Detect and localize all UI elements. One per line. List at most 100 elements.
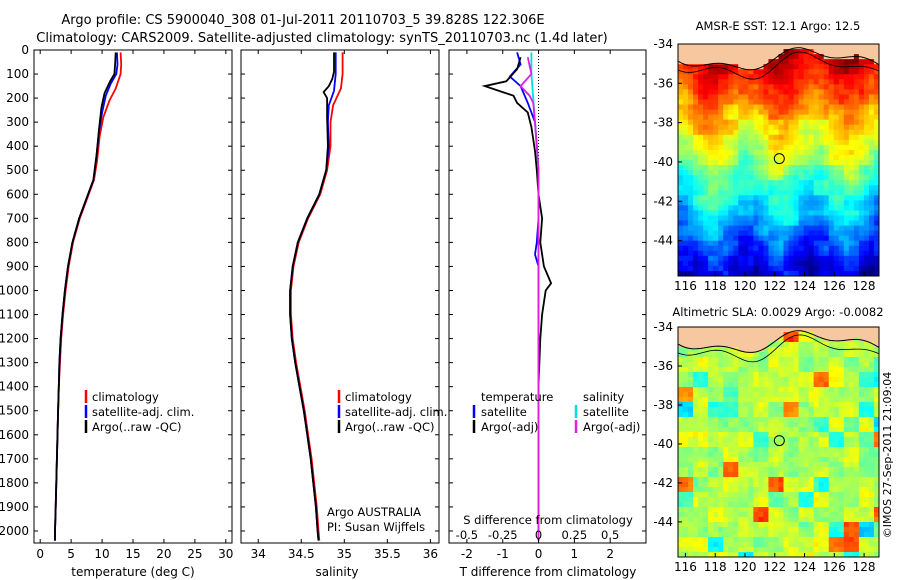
heatmap-cell	[813, 265, 820, 272]
heatmap-cell	[868, 382, 875, 388]
heatmap-cell	[708, 195, 714, 201]
heatmap-cell	[728, 79, 734, 85]
heatmap-cell	[858, 477, 865, 483]
heatmap-cell	[798, 185, 805, 191]
heatmap-cell	[858, 84, 865, 90]
heatmap-cell	[688, 200, 694, 206]
heatmap-cell	[808, 265, 815, 272]
heatmap-cell	[748, 270, 754, 276]
heatmap-cell	[803, 124, 810, 131]
heatmap-cell	[763, 492, 770, 498]
heatmap-cell	[688, 422, 694, 428]
heatmap-cell	[843, 397, 850, 403]
heatmap-cell	[758, 165, 765, 171]
heatmap-cell	[693, 427, 699, 433]
heatmap-cell	[783, 392, 790, 398]
heatmap-cell	[788, 497, 795, 503]
heatmap-cell	[808, 332, 815, 338]
heatmap-cell	[688, 144, 694, 151]
heatmap-cell	[833, 372, 840, 378]
heatmap-cell	[838, 487, 845, 493]
heatmap-cell	[848, 457, 855, 463]
heatmap-cell	[848, 215, 855, 222]
t-difference-label: T difference from climatology	[459, 565, 637, 579]
heatmap-cell	[768, 119, 775, 126]
heatmap-cell	[778, 109, 785, 116]
heatmap-cell	[703, 265, 709, 272]
heatmap-cell	[838, 114, 845, 121]
heatmap-cell	[748, 89, 754, 96]
heatmap-cell	[738, 74, 744, 80]
heatmap-cell	[833, 230, 840, 237]
heatmap-cell	[703, 94, 709, 101]
heatmap-cell	[838, 165, 845, 171]
heatmap-cell	[823, 377, 830, 383]
heatmap-cell	[678, 255, 684, 262]
heatmap-cell	[788, 89, 795, 96]
heatmap-cell	[708, 437, 714, 443]
heatmap-cell	[823, 382, 830, 388]
heatmap-cell	[788, 462, 795, 468]
legend-label-argo: Argo(..raw -QC)	[92, 420, 182, 434]
heatmap-cell	[738, 417, 744, 423]
heatmap-cell	[753, 522, 760, 528]
heatmap-cell	[808, 337, 815, 343]
heatmap-cell	[823, 265, 830, 272]
heatmap-cell	[768, 250, 775, 257]
heatmap-cell	[783, 537, 790, 543]
heatmap-cell	[683, 94, 689, 101]
heatmap-cell	[733, 537, 739, 543]
heatmap-cell	[823, 69, 830, 75]
heatmap-cell	[678, 552, 684, 557]
heatmap-cell	[808, 200, 815, 206]
heatmap-cell	[873, 49, 879, 55]
heatmap-cell	[678, 427, 684, 433]
heatmap-cell	[703, 332, 709, 338]
heatmap-cell	[723, 437, 729, 443]
heatmap-cell	[703, 367, 709, 373]
heatmap-cell	[838, 129, 845, 136]
heatmap-cell	[728, 352, 734, 358]
heatmap-cell	[738, 59, 744, 65]
heatmap-cell	[688, 44, 694, 50]
heatmap-cell	[733, 472, 739, 478]
heatmap-cell	[818, 452, 825, 458]
heatmap-cell	[778, 487, 785, 493]
heatmap-cell	[723, 412, 729, 418]
heatmap-cell	[853, 462, 860, 468]
heatmap-cell	[698, 442, 704, 448]
heatmap-cell	[678, 517, 684, 523]
heatmap-cell	[698, 352, 704, 358]
heatmap-cell	[873, 134, 879, 141]
y-tick-label: 0	[21, 43, 29, 57]
heatmap-cell	[858, 104, 865, 111]
heatmap-cell	[713, 417, 719, 423]
heatmap-cell	[818, 532, 825, 538]
heatmap-cell	[768, 397, 775, 403]
heatmap-cell	[748, 235, 754, 242]
heatmap-cell	[718, 245, 724, 252]
heatmap-cell	[783, 89, 790, 96]
heatmap-cell	[748, 397, 754, 403]
heatmap-cell	[678, 422, 684, 428]
x-tick-label: 15	[125, 547, 140, 561]
heatmap-cell	[843, 89, 850, 96]
heatmap-cell	[858, 527, 865, 533]
heatmap-cell	[713, 49, 719, 55]
heatmap-cell	[858, 377, 865, 383]
heatmap-cell	[818, 190, 825, 196]
heatmap-cell	[808, 160, 815, 166]
heatmap-cell	[678, 170, 684, 176]
heatmap-cell	[813, 547, 820, 553]
heatmap-cell	[823, 200, 830, 206]
s-diff-tick-label: -0.25	[488, 528, 518, 542]
heatmap-cell	[778, 220, 785, 227]
heatmap-cell	[688, 185, 694, 191]
heatmap-cell	[738, 149, 744, 156]
heatmap-cell	[798, 362, 805, 368]
heatmap-cell	[763, 467, 770, 473]
heatmap-cell	[818, 477, 825, 483]
heatmap-cell	[858, 124, 865, 131]
heatmap-cell	[788, 487, 795, 493]
heatmap-cell	[803, 407, 810, 413]
